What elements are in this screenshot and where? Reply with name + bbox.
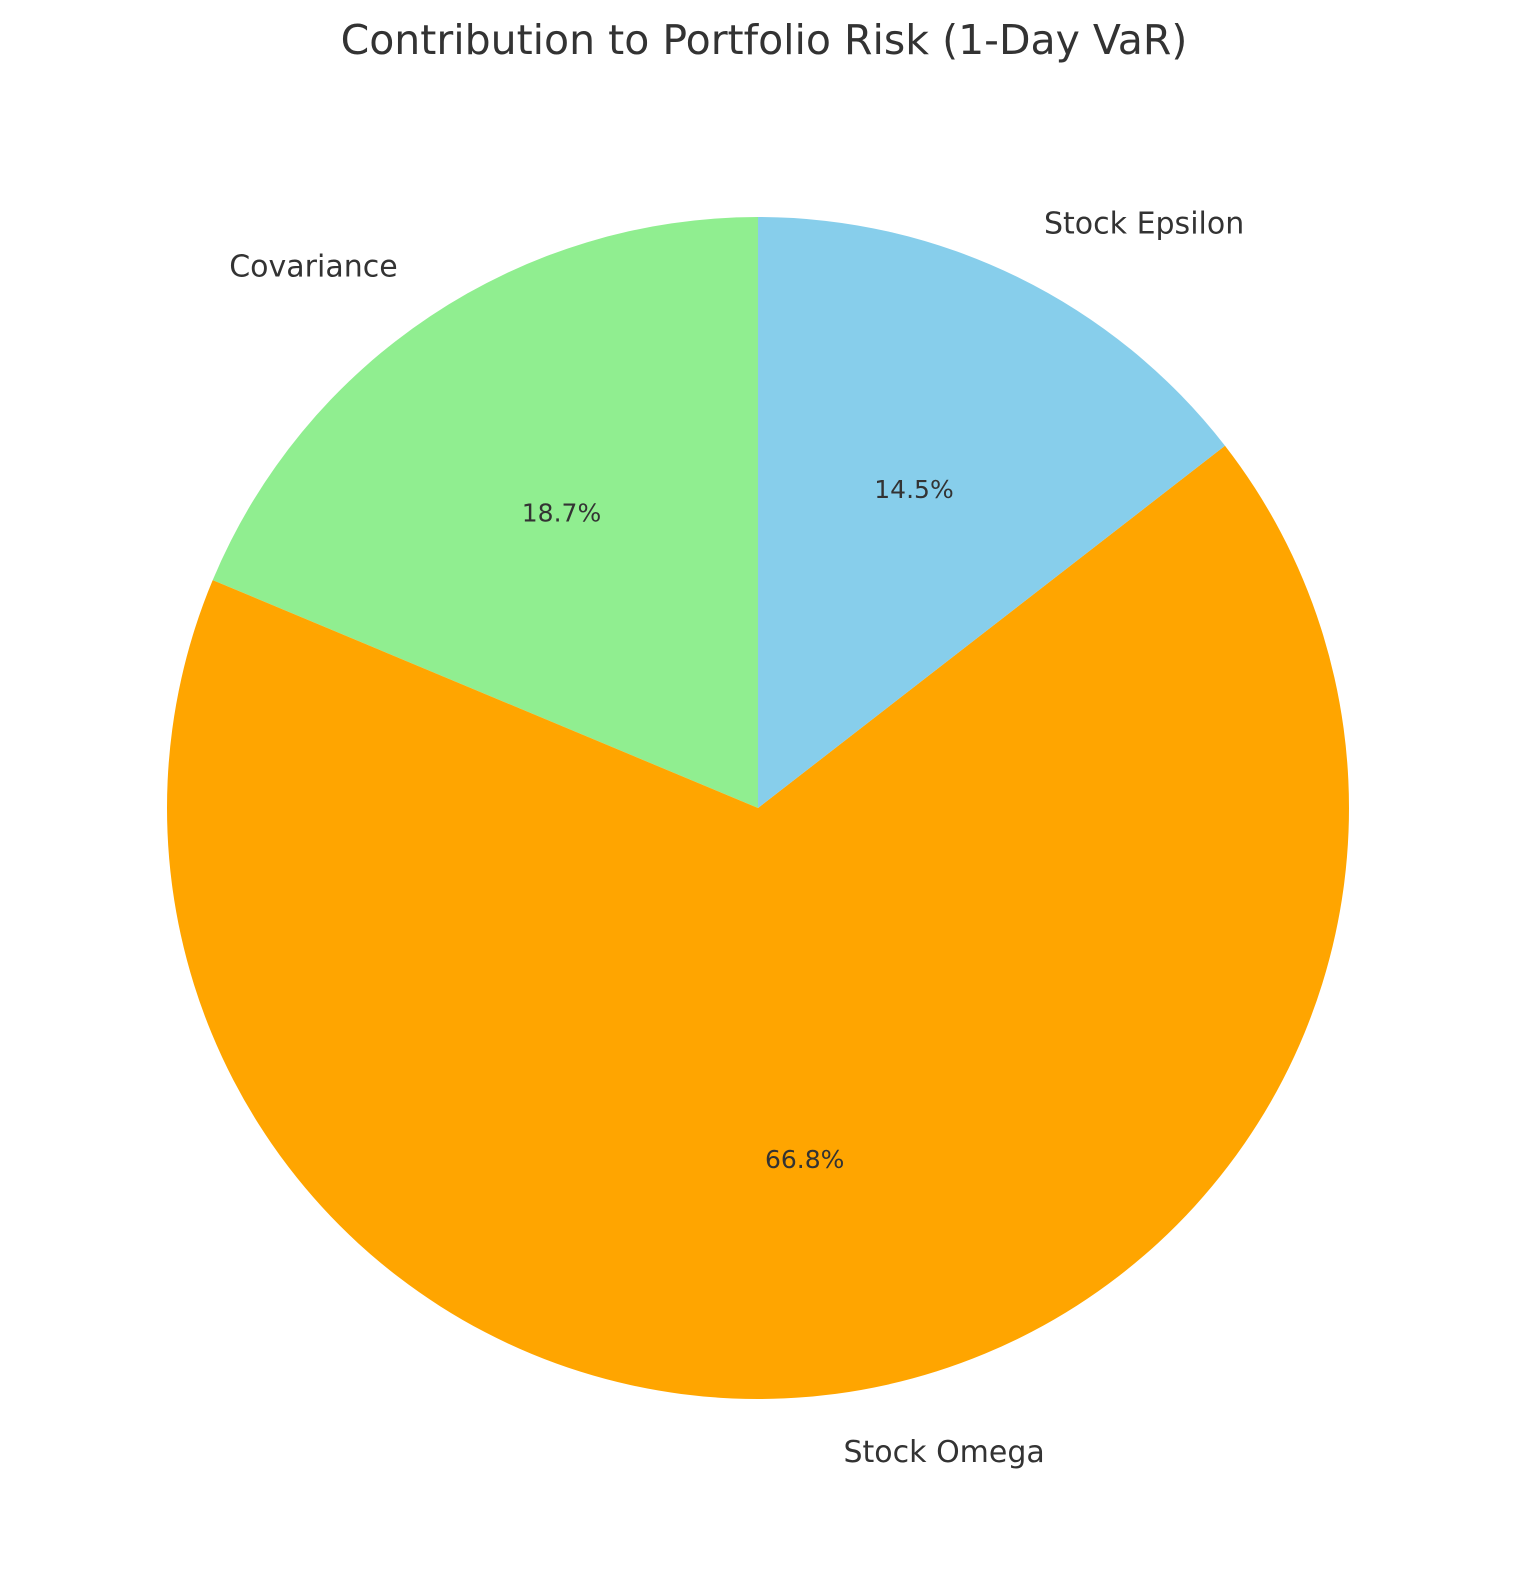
- slice-label-stock-omega: Stock Omega: [844, 1435, 1045, 1470]
- chart-title: Contribution to Portfolio Risk (1-Day Va…: [341, 16, 1188, 64]
- pie-labels: Covariance 18.7% Stock Omega 66.8% Stock Eps…: [229, 207, 1244, 1470]
- pie-slice-stock-omega: [166, 445, 1349, 1399]
- pct-label-covariance: 18.7%: [522, 498, 601, 527]
- pct-label-stock-omega: 66.8%: [765, 1145, 844, 1174]
- pct-label-stock-epsilon: 14.5%: [874, 475, 953, 504]
- pie-slice-stock-epsilon: [758, 217, 1225, 808]
- slice-label-covariance: Covariance: [229, 249, 397, 284]
- pie-slice-covariance: [212, 217, 758, 808]
- pie-slices: [166, 217, 1349, 1399]
- slice-label-stock-epsilon: Stock Epsilon: [1044, 207, 1244, 242]
